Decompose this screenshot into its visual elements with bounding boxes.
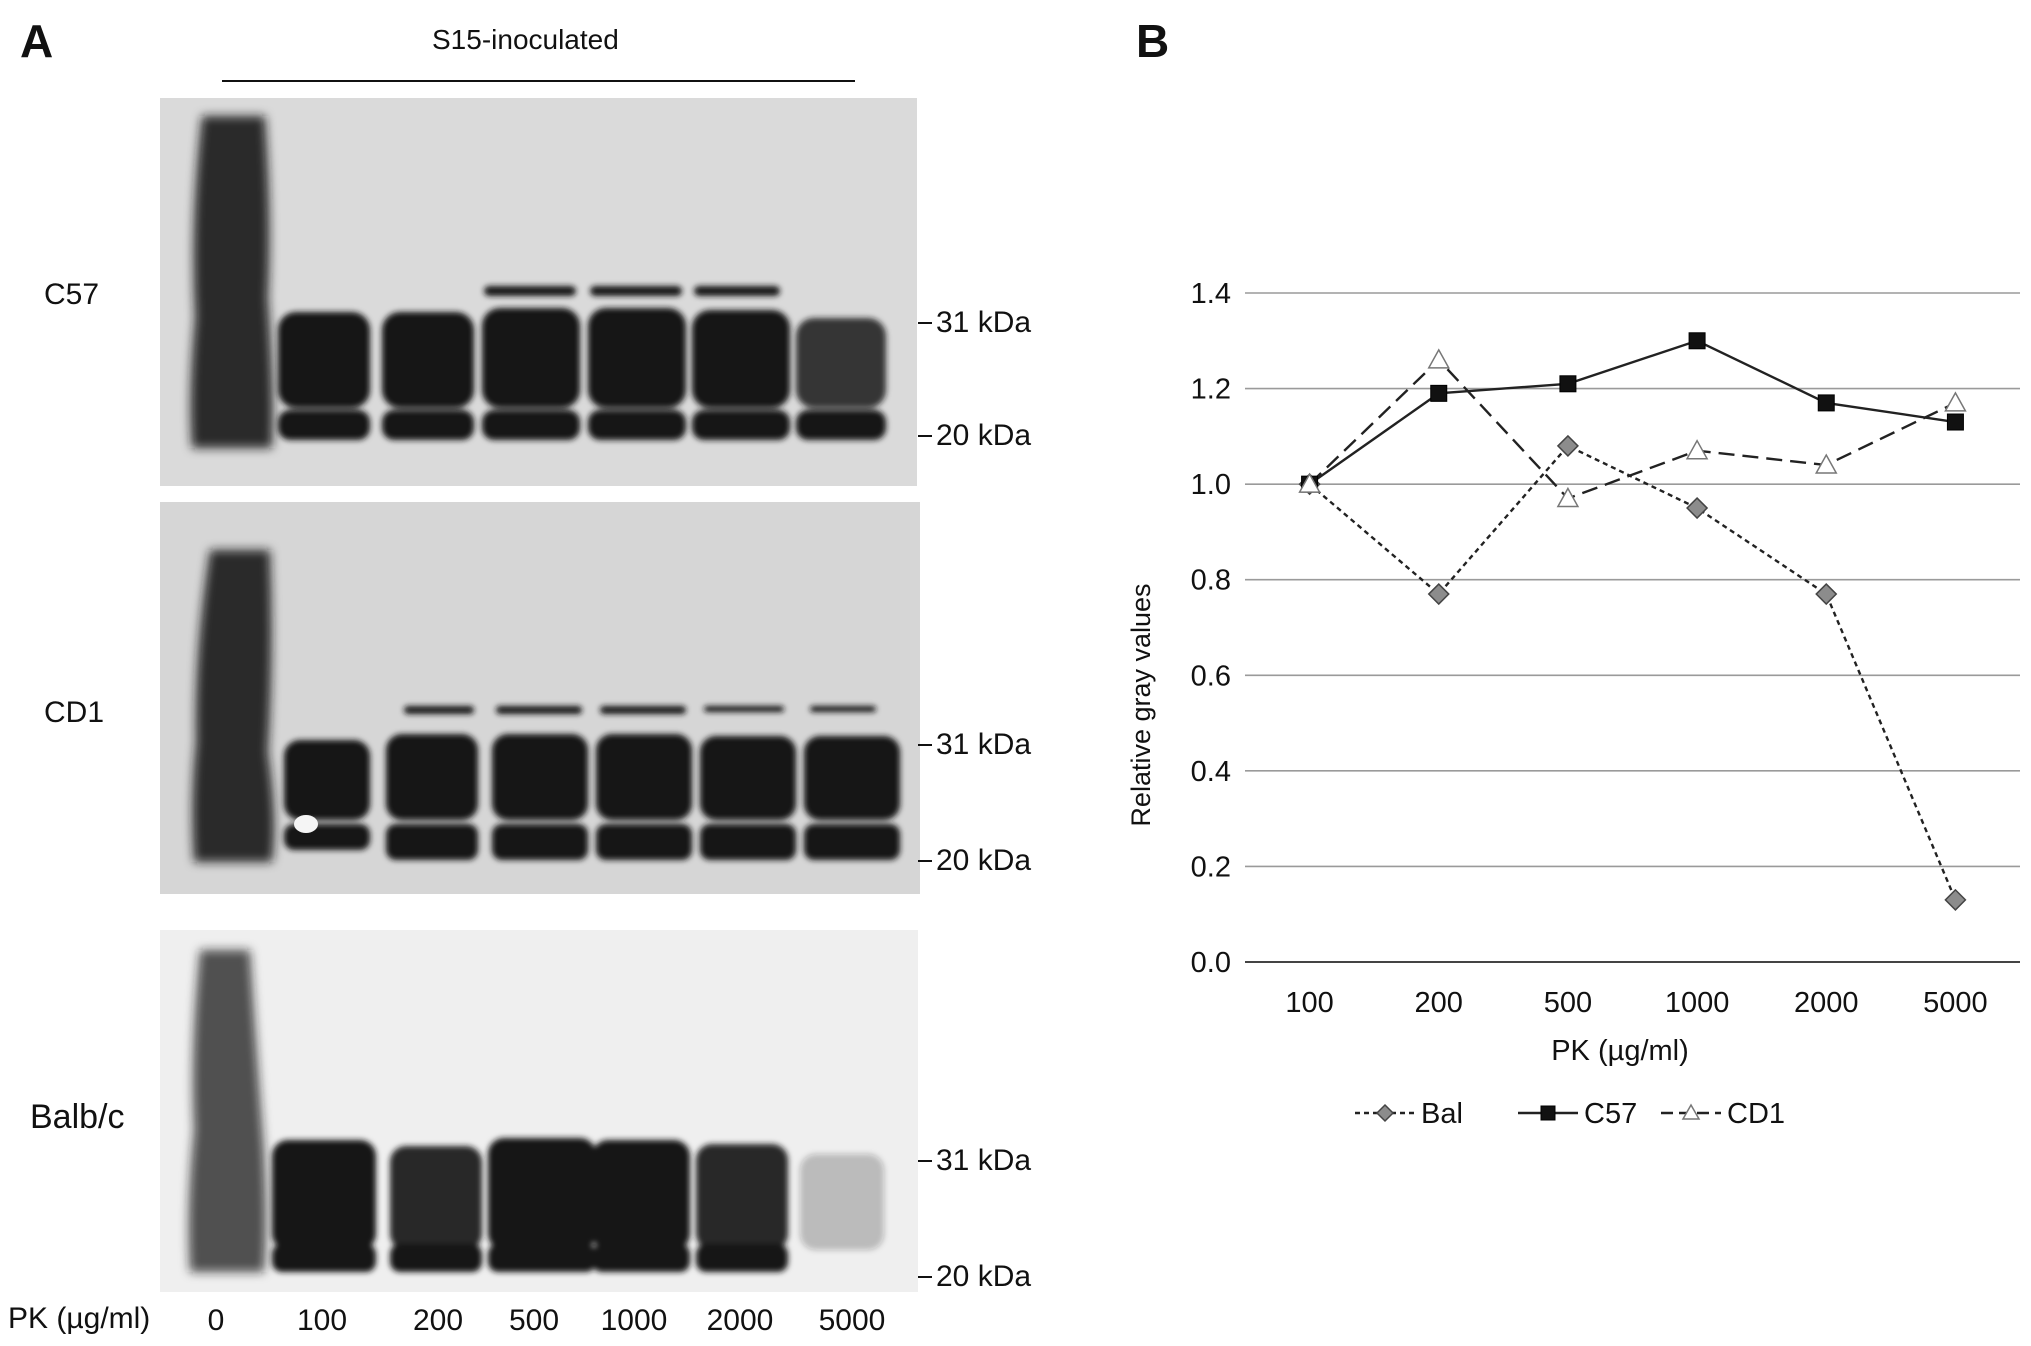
data-point-cd1 (1814, 453, 1838, 474)
x-tick-label: 200 (1415, 987, 1463, 1019)
data-point-bal (1556, 434, 1579, 457)
panel-a-label: A (20, 15, 54, 67)
x-tick-label: 2000 (1794, 987, 1859, 1019)
lane-label: 2000 (706, 1304, 774, 1337)
y-tick-label: 1.4 (1191, 278, 1231, 310)
series-line-c57 (1308, 339, 1956, 486)
x-tick-label: 5000 (1923, 987, 1988, 1019)
line-chart: 0.0 0.2 0.4 0.6 0.8 1.0 1.2 1.4 100 200 500 1000 20… (1126, 278, 2020, 1130)
strain-label-cd1: CD1 (44, 696, 105, 729)
marker-label-20kda-cd1: 20 kDa (936, 844, 1032, 877)
marker-tick-20kda-balbc (918, 1276, 932, 1278)
marker-tick-20kda-cd1 (918, 860, 932, 862)
data-point-c57 (1946, 413, 1964, 431)
series-line-cd1 (1308, 358, 1956, 500)
legend-label-bal: Bal (1421, 1098, 1463, 1130)
marker-label-20kda-c57: 20 kDa (936, 419, 1032, 452)
data-point-cd1 (1298, 472, 1321, 493)
data-point-c57 (1559, 375, 1577, 393)
marker-tick-20kda-c57 (918, 435, 932, 437)
lane-label: 5000 (818, 1304, 886, 1337)
data-point-bal (1686, 496, 1709, 520)
data-point-c57 (1430, 384, 1448, 402)
x-tick-label: 1000 (1665, 987, 1730, 1019)
condition-bracket-line (222, 80, 855, 82)
strain-label-balbc: Balb/c (30, 1098, 125, 1136)
data-point-bal (1375, 1103, 1395, 1123)
y-axis-label: Relative gray values (1126, 583, 1156, 826)
western-blot-c57 (160, 98, 917, 486)
lane-label: 1000 (600, 1304, 668, 1337)
series-line-bal (1308, 444, 1957, 901)
data-point-c57 (1688, 332, 1706, 350)
legend-label-c57: C57 (1584, 1098, 1637, 1130)
marker-tick-31kda-c57 (918, 322, 932, 324)
western-blot-balbc (160, 930, 918, 1292)
data-point-c57 (1540, 1105, 1556, 1121)
marker-label-31kda-cd1: 31 kDa (936, 728, 1032, 761)
marker-label-31kda-c57: 31 kDa (936, 306, 1032, 339)
x-tick-label: 100 (1285, 987, 1333, 1019)
marker-label-31kda-balbc: 31 kDa (936, 1144, 1032, 1177)
data-point-bal (1815, 582, 1838, 606)
y-tick-label: 0.8 (1191, 565, 1231, 597)
y-tick-label: 1.2 (1191, 374, 1231, 406)
western-blot-cd1 (160, 502, 920, 894)
x-axis-label: PK (µg/ml) (1551, 1035, 1689, 1067)
pk-label: PK (µg/ml) (8, 1302, 151, 1335)
y-tick-label: 0.6 (1191, 660, 1231, 692)
x-tick-label: 500 (1544, 987, 1592, 1019)
data-point-cd1 (1681, 1103, 1701, 1120)
data-point-cd1 (1427, 348, 1451, 369)
marker-tick-31kda-cd1 (918, 744, 932, 746)
marker-label-20kda-balbc: 20 kDa (936, 1260, 1032, 1293)
lane-label: 100 (296, 1304, 348, 1337)
legend: Bal C57 CD1 (1355, 1098, 1785, 1130)
y-tick-label: 0.2 (1191, 851, 1231, 883)
marker-tick-31kda-balbc (918, 1160, 932, 1162)
y-tick-label: 0.4 (1191, 756, 1231, 788)
legend-label-cd1: CD1 (1727, 1098, 1785, 1130)
data-point-bal (1427, 582, 1450, 606)
lane-label: 0 (207, 1304, 225, 1337)
strain-label-c57: C57 (44, 278, 100, 311)
data-point-cd1 (1944, 391, 1967, 412)
panel-b-label: B (1136, 15, 1170, 67)
data-point-cd1 (1685, 439, 1709, 460)
lane-label: 500 (508, 1304, 560, 1337)
data-point-c57 (1817, 394, 1835, 412)
data-point-bal (1944, 888, 1967, 911)
condition-label: S15-inoculated (432, 24, 619, 55)
data-point-cd1 (1556, 486, 1580, 508)
lane-label: 200 (412, 1304, 464, 1337)
y-tick-label: 0.0 (1191, 947, 1231, 979)
y-tick-label: 1.0 (1191, 469, 1231, 501)
